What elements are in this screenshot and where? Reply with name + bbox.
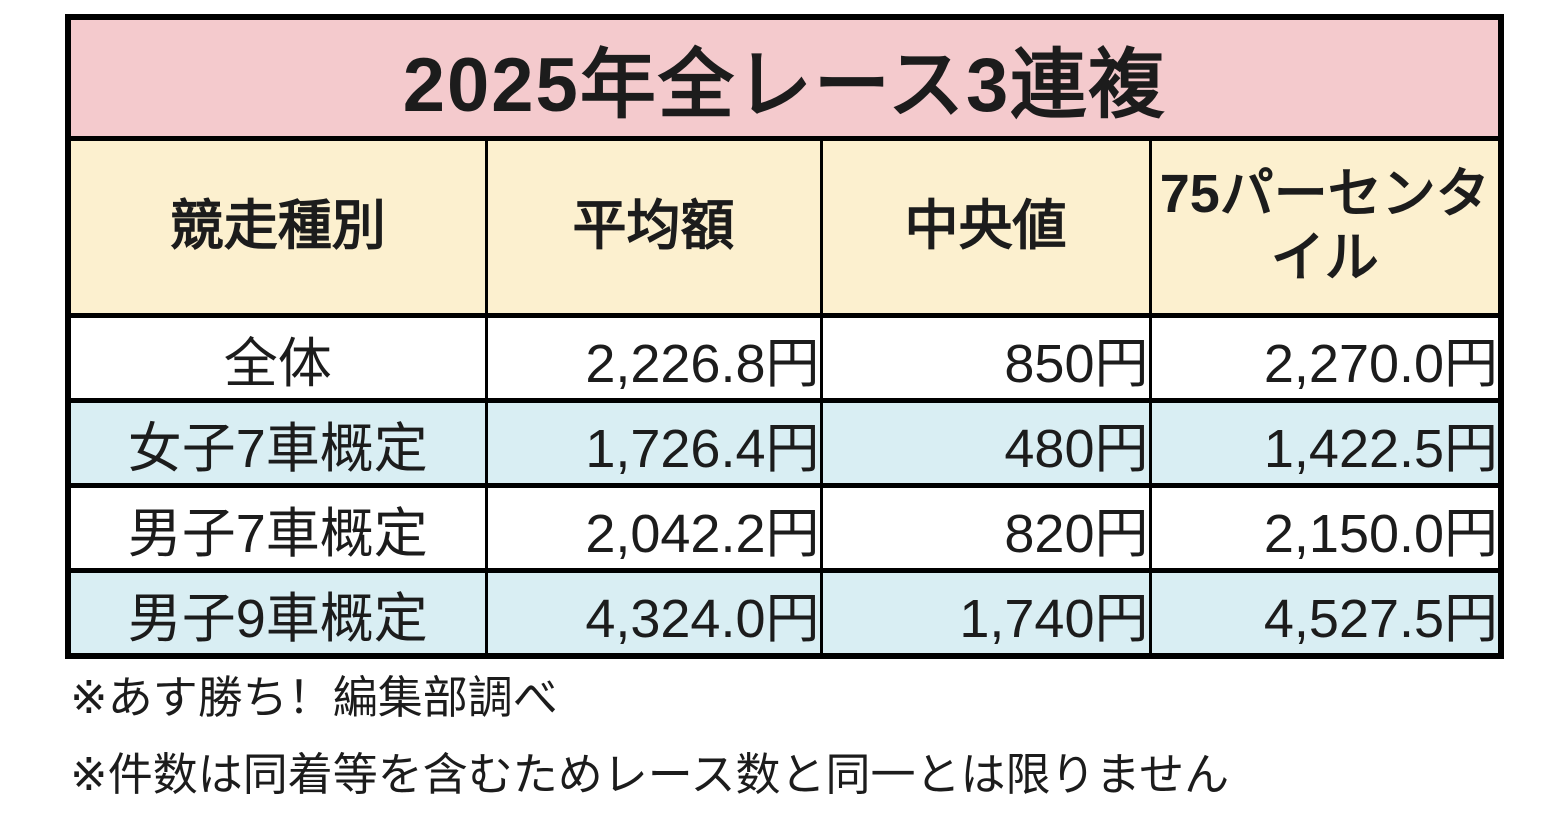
payout-stats-table: 2025年全レース3連複 競走種別 平均額 中央値 75パーセンタイル 全体 2… [65,14,1505,659]
cell-category: 男子9車概定 [66,568,488,659]
column-header-row: 競走種別 平均額 中央値 75パーセンタイル [66,136,1503,318]
table-row-men-7car: 男子7車概定 2,042.2円 820円 2,150.0円 [66,483,1503,573]
cell-median: 480円 [819,398,1152,488]
column-header-median: 中央値 [819,136,1152,318]
title-row: 2025年全レース3連複 [66,14,1503,141]
note-disclaimer: ※件数は同着等を含むためレース数と同一とは限りません [70,748,1230,800]
table-row-women-7car: 女子7車概定 1,726.4円 480円 1,422.5円 [66,398,1503,488]
table-title: 2025年全レース3連複 [66,14,1503,141]
cell-mean: 1,726.4円 [484,398,823,488]
table-row-overall: 全体 2,226.8円 850円 2,270.0円 [66,313,1503,403]
cell-75th-percentile: 1,422.5円 [1148,398,1503,488]
column-header-race-type: 競走種別 [66,136,488,318]
cell-median: 820円 [819,483,1152,573]
cell-mean: 4,324.0円 [484,568,823,659]
cell-75th-percentile: 4,527.5円 [1148,568,1503,659]
column-header-75th-percentile: 75パーセンタイル [1148,136,1503,318]
footnotes: ※あす勝ち！編集部調べ ※件数は同着等を含むためレース数と同一とは限りません [70,668,1530,816]
cell-category: 全体 [66,313,488,403]
cell-mean: 2,042.2円 [484,483,823,573]
column-header-mean: 平均額 [484,136,823,318]
cell-median: 850円 [819,313,1152,403]
cell-median: 1,740円 [819,568,1152,659]
cell-category: 男子7車概定 [66,483,488,573]
cell-75th-percentile: 2,270.0円 [1148,313,1503,403]
cell-75th-percentile: 2,150.0円 [1148,483,1503,573]
note-source: ※あす勝ち！編集部調べ [70,672,558,723]
cell-mean: 2,226.8円 [484,313,823,403]
cell-category: 女子7車概定 [66,398,488,488]
table-row-men-9car: 男子9車概定 4,324.0円 1,740円 4,527.5円 [66,568,1503,659]
